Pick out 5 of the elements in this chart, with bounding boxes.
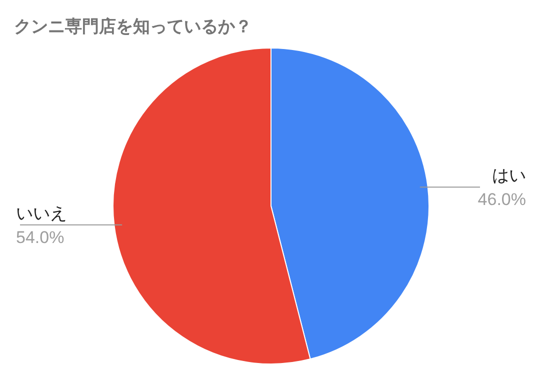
slice-label: いいえ (16, 204, 67, 223)
data-label: 54.0% (16, 228, 64, 247)
data-label: 46.0% (478, 190, 526, 210)
chart-title: クンニ専門店を知っているか？ (14, 17, 252, 36)
slice-label: はい (492, 166, 526, 186)
